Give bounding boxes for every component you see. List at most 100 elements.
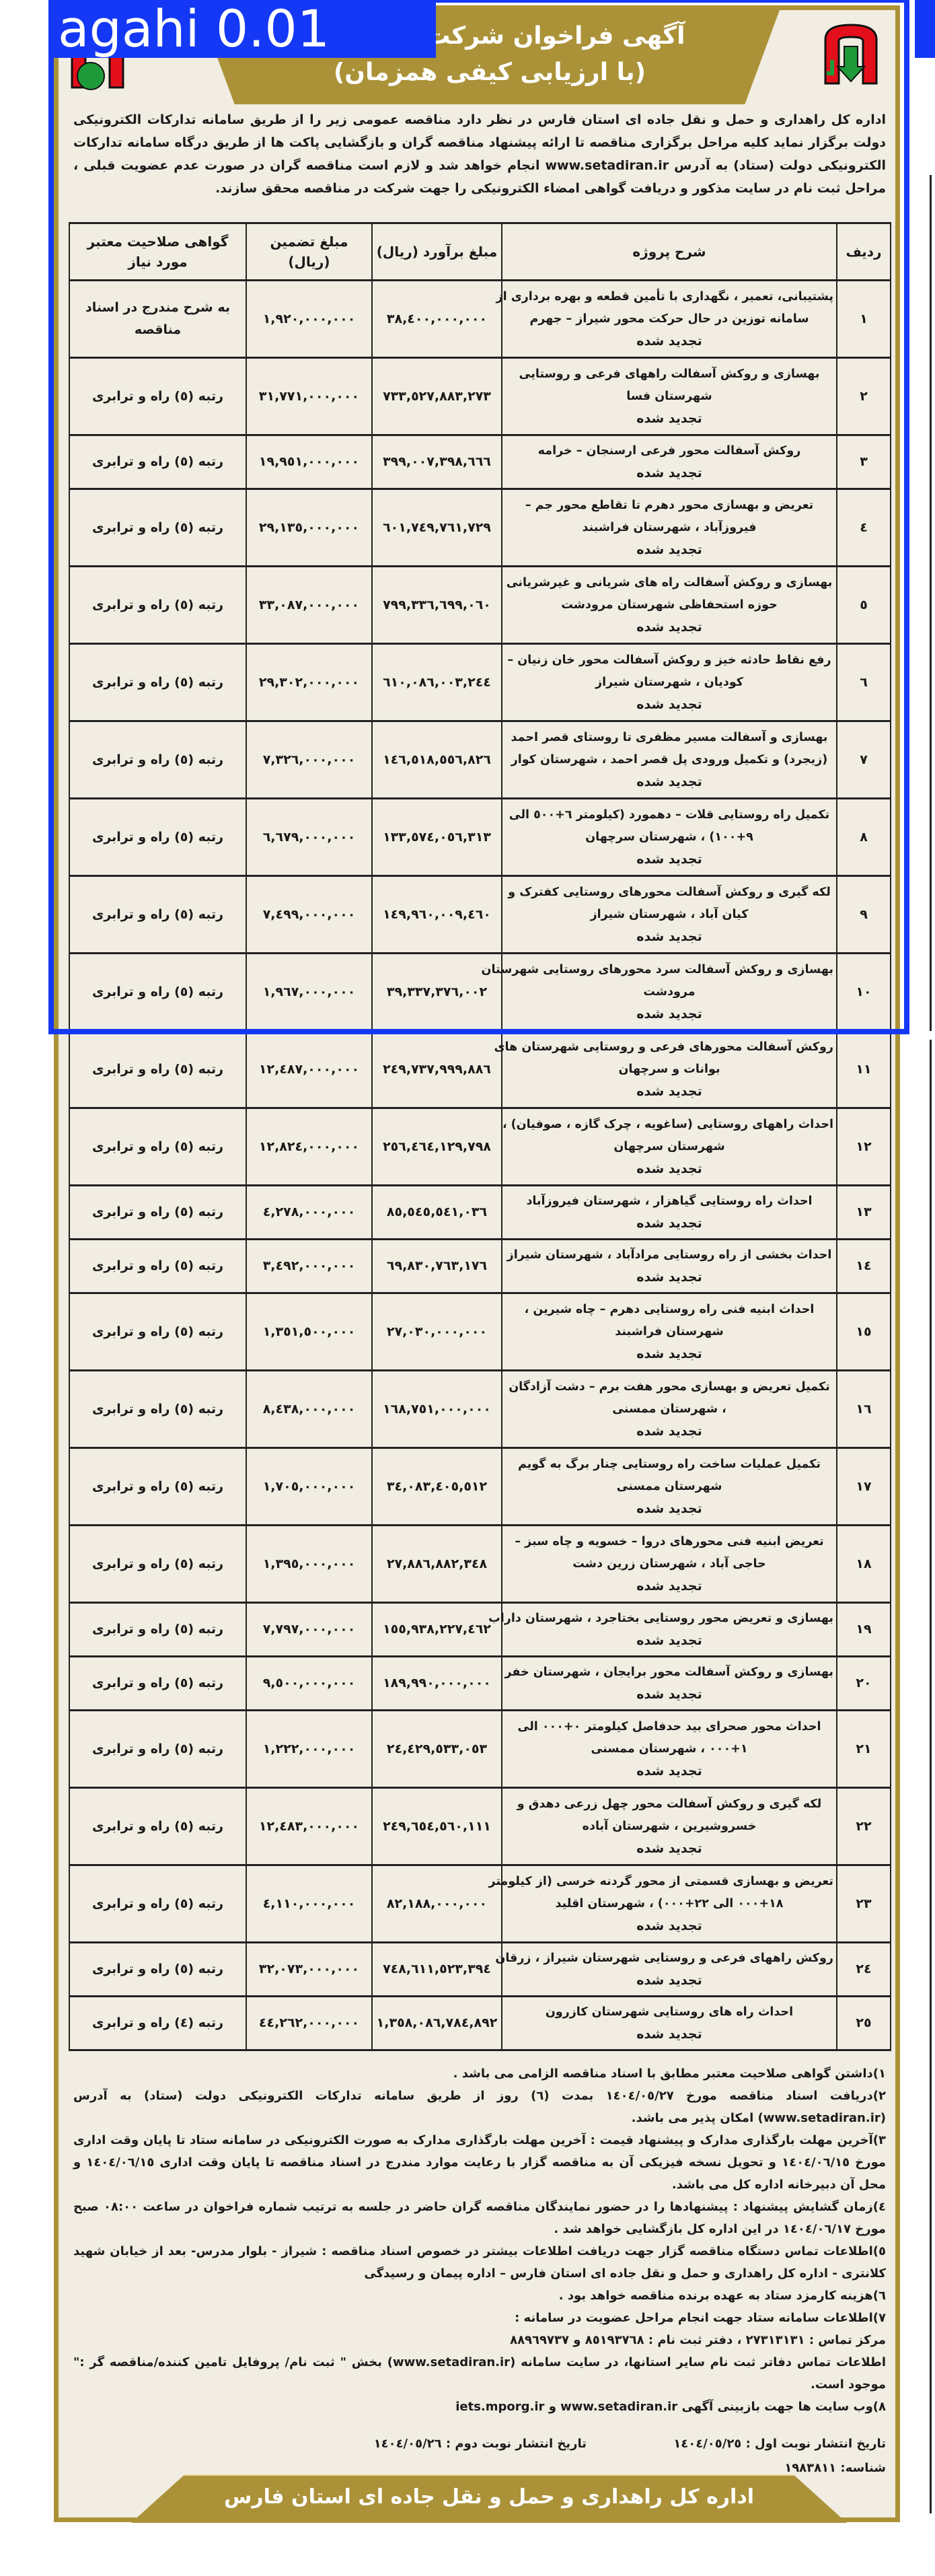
row-number: ٨: [836, 797, 891, 877]
renewed-status: تجدید شده: [636, 410, 702, 426]
required-certificate: رتبه (٥) راه و ترابری: [69, 952, 247, 1032]
project-description-line: تعریض و بهسازی محور دهرم تا تقاطع محور ج…: [525, 498, 814, 512]
required-certificate: رتبه (٥) راه و ترابری: [69, 1107, 247, 1186]
guarantee-amount: ١٢,٤٨٣,٠٠٠,٠٠٠: [246, 1787, 373, 1866]
renewed-status: تجدید شده: [636, 1763, 702, 1779]
project-description-line: (زیجرد) و تکمیل ورودی پل قصر احمد ، شهرس…: [511, 752, 828, 766]
renewed-status: تجدید شده: [636, 1006, 702, 1022]
renewed-status: تجدید شده: [636, 1423, 702, 1439]
project-description: بهسازی و تعریض محور روستایی بختاجرد ، شه…: [488, 1602, 837, 1657]
project-description: تعریض ابنیه فنی محورهای دروا – خسویه و چ…: [501, 1524, 837, 1604]
ad-identifier: شناسه: ١٩٨٣٨١١: [784, 2461, 886, 2475]
guarantee-amount: ٨,٤٣٨,٠٠٠,٠٠٠: [246, 1369, 373, 1449]
project-description-line: بهسازی و آسفالت مسیر مظفری تا روستای قصر…: [511, 730, 828, 744]
row-number: ١٠: [836, 952, 891, 1032]
table-row: ٨ تکمیل راه روستایی قلات – دهمورد (کیلومت…: [69, 797, 891, 877]
estimate-amount: ٣٤,٠٨٣,٤٠٥,٥١٢: [371, 1447, 502, 1526]
renewed-status: تجدید شده: [636, 542, 702, 557]
tender-advertisement: آگهی فراخوان شرکت در مناقصه (با ارزیابی …: [54, 5, 900, 2523]
table-row: ١٥ احداث ابنیه فنی راه روستایی دهرم – چاه…: [69, 1292, 891, 1371]
project-description: احداث ابنیه فنی راه روستایی دهرم – چاه ش…: [501, 1292, 837, 1371]
required-certificate: رتبه (٥) راه و ترابری: [69, 1524, 247, 1604]
table-row: ١٠ بهسازی و روکش آسفالت سرد محورهای روستا…: [69, 952, 891, 1032]
project-description-line: احداث راه روستایی گیاهزار ، شهرستان فیرو…: [526, 1194, 813, 1208]
estimate-amount: ٦٩,٨٣٠,٧٦٣,١٧٦: [371, 1238, 502, 1294]
project-description-line: شهرستان سرچهان: [613, 1139, 725, 1153]
guarantee-amount: ١٢,٨٢٤,٠٠٠,٠٠٠: [246, 1107, 373, 1186]
row-number: ١٢: [836, 1107, 891, 1186]
estimate-amount: ٢٤,٤٢٩,٥٣٣,٠٥٣: [371, 1709, 502, 1789]
guarantee-amount: ١,٧٠٥,٠٠٠,٠٠٠: [246, 1447, 373, 1526]
footer-banner: اداره کل راهداری و حمل و نقل جاده ای است…: [131, 2474, 847, 2523]
table-row: ٦ رفع نقاط حادثه خیز و روکش آسفالت محور خ…: [69, 643, 891, 722]
estimate-amount: ١٦٨,٧٥١,٠٠٠,٠٠٠: [371, 1369, 502, 1449]
required-certificate: رتبه (٥) راه و ترابری: [69, 1941, 247, 1997]
project-description-line: بهسازی و تعریض محور روستایی بختاجرد ، شه…: [488, 1611, 833, 1625]
column-header-description: شرح پروژه: [501, 222, 837, 281]
estimate-amount: ١,٣٥٨,٠٨٦,٧٨٤,٨٩٢: [371, 1995, 502, 2051]
required-certificate: رتبه (٥) راه و ترابری: [69, 1030, 247, 1109]
project-description-line: تعریض و بهسازی قسمتی از محور گردنه خرسی …: [488, 1874, 833, 1888]
renewed-status: تجدید شده: [636, 1269, 702, 1285]
project-description-line: بهسازی و روکش آسفالت سرد محورهای روستایی…: [481, 962, 833, 976]
note-item: ٣)آخرین مهلت بارگذاری مدارک و پیشنهاد قی…: [73, 2133, 886, 2192]
guarantee-amount: ٧,٧٩٧,٠٠٠,٠٠٠: [246, 1602, 373, 1657]
estimate-amount: ٨٥,٥٤٥,٥٤١,٠٣٦: [371, 1184, 502, 1240]
project-description: رفع نقاط حادثه خیز و روکش آسفالت محور خا…: [501, 643, 837, 722]
row-number: ١٩: [836, 1602, 891, 1657]
project-description: احداث راه های روستایی شهرستان کازرون تجدی…: [501, 1995, 837, 2051]
project-description-line: روکش آسفالت محورهای فرعی و روستایی شهرست…: [494, 1040, 833, 1054]
renewed-status: تجدید شده: [636, 1578, 702, 1594]
guarantee-amount: ٣١,٧٧١,٠٠٠,٠٠٠: [246, 357, 373, 436]
table-row: ١٨ تعریض ابنیه فنی محورهای دروا – خسویه و…: [69, 1524, 891, 1604]
required-certificate: رتبه (٥) راه و ترابری: [69, 720, 247, 799]
row-number: ١١: [836, 1030, 891, 1109]
renewed-status: تجدید شده: [636, 1918, 702, 1933]
note-item: ٢)دریافت اسناد مناقصه مورخ ١٤٠٤/٠٥/٢٧ بم…: [73, 2089, 886, 2125]
renewed-status: تجدید شده: [636, 1501, 702, 1516]
project-description-line: ، شهرستان ممسنی: [612, 1402, 726, 1416]
estimate-amount: ١٥٥,٩٣٨,٢٢٧,٤٦٢: [371, 1602, 502, 1657]
required-certificate: رتبه (٥) راه و ترابری: [69, 357, 247, 436]
required-certificate: رتبه (٥) راه و ترابری: [69, 1787, 247, 1866]
project-description-line: حاجی آباد ، شهرستان زرین دشت: [572, 1557, 766, 1571]
required-certificate: رتبه (٥) راه و ترابری: [69, 1292, 247, 1371]
project-description: احداث راه روستایی گیاهزار ، شهرستان فیرو…: [501, 1184, 837, 1240]
project-description-line: پشتیبانی، تعمیر ، نگهداری با تأمین قطعه …: [496, 289, 833, 303]
table-row: ١٣ احداث راه روستایی گیاهزار ، شهرستان فی…: [69, 1184, 891, 1240]
project-description-line: لکه گیری و روکش آسفالت محورهای روستایی ک…: [508, 885, 831, 899]
guarantee-amount: ٣٢,٠٧٣,٠٠٠,٠٠٠: [246, 1941, 373, 1997]
row-number: ٧: [836, 720, 891, 799]
renewed-status: تجدید شده: [636, 1215, 702, 1231]
table-row: ٢ بهسازی و روکش آسفالت راههای فرعی و روست…: [69, 357, 891, 436]
project-description: تکمیل راه روستایی قلات – دهمورد (کیلومتر…: [501, 797, 837, 877]
estimate-amount: ٣٨,٤٠٠,٠٠٠,٠٠٠: [371, 279, 502, 359]
row-number: ٣: [836, 434, 891, 490]
project-description: روکش راههای فرعی و روستایی شهرستان شیراز…: [495, 1941, 837, 1997]
project-description-line: بوانات و سرچهان: [618, 1062, 720, 1076]
second-publication-date: تاریخ انتشار نوبت دوم : ١٤٠٤/٠٥/٢٦: [373, 2437, 587, 2451]
project-description-line: تکمیل راه روستایی قلات – دهمورد (کیلومتر…: [509, 808, 830, 822]
notes-list: ١)داشتن گواهی صلاحیت معتبر مطابق با اسنا…: [73, 2063, 886, 2418]
renewed-status: تجدید شده: [636, 1686, 702, 1702]
required-certificate: رتبه (٥) راه و ترابری: [69, 1709, 247, 1789]
project-description-line: ٩+١٠٠) ، شهرستان سرچهان: [585, 830, 753, 844]
estimate-amount: ٦١٠,٠٨٦,٠٠٣,٢٤٤: [371, 643, 502, 722]
tender-table: ردیف شرح پروژه مبلغ برآورد (ریال) مبلغ ت…: [69, 222, 891, 2051]
renewed-status: تجدید شده: [636, 2026, 702, 2042]
intro-paragraph: اداره کل راهداری و حمل و نقل جاده ای است…: [73, 112, 886, 196]
row-number: ٢١: [836, 1709, 891, 1789]
row-number: ١٦: [836, 1369, 891, 1449]
required-certificate: به شرح مندرج در اسناد مناقصه: [69, 279, 247, 359]
guarantee-amount: ٧,٣٢٦,٠٠٠,٠٠٠: [246, 720, 373, 799]
table-row: ١٤ احداث بخشی از راه روستایی مرادآباد ، ش…: [69, 1238, 891, 1294]
required-certificate: رتبه (٥) راه و ترابری: [69, 1447, 247, 1526]
guarantee-amount: ١,٣٥١,٥٠٠,٠٠٠: [246, 1292, 373, 1371]
required-certificate: رتبه (٥) راه و ترابری: [69, 1864, 247, 1943]
road-maintenance-logo-icon: [824, 24, 878, 85]
guarantee-amount: ١,٢٢٢,٠٠٠,٠٠٠: [246, 1709, 373, 1789]
guarantee-amount: ١٢,٤٨٧,٠٠٠,٠٠٠: [246, 1030, 373, 1109]
project-description-line: شهرستان فراشبند: [615, 1324, 724, 1338]
note-item: ٨)وب سایت ها جهت بازبینی آگهی www.setadi…: [455, 2400, 886, 2414]
adjacent-overlay-label: [915, 0, 935, 58]
